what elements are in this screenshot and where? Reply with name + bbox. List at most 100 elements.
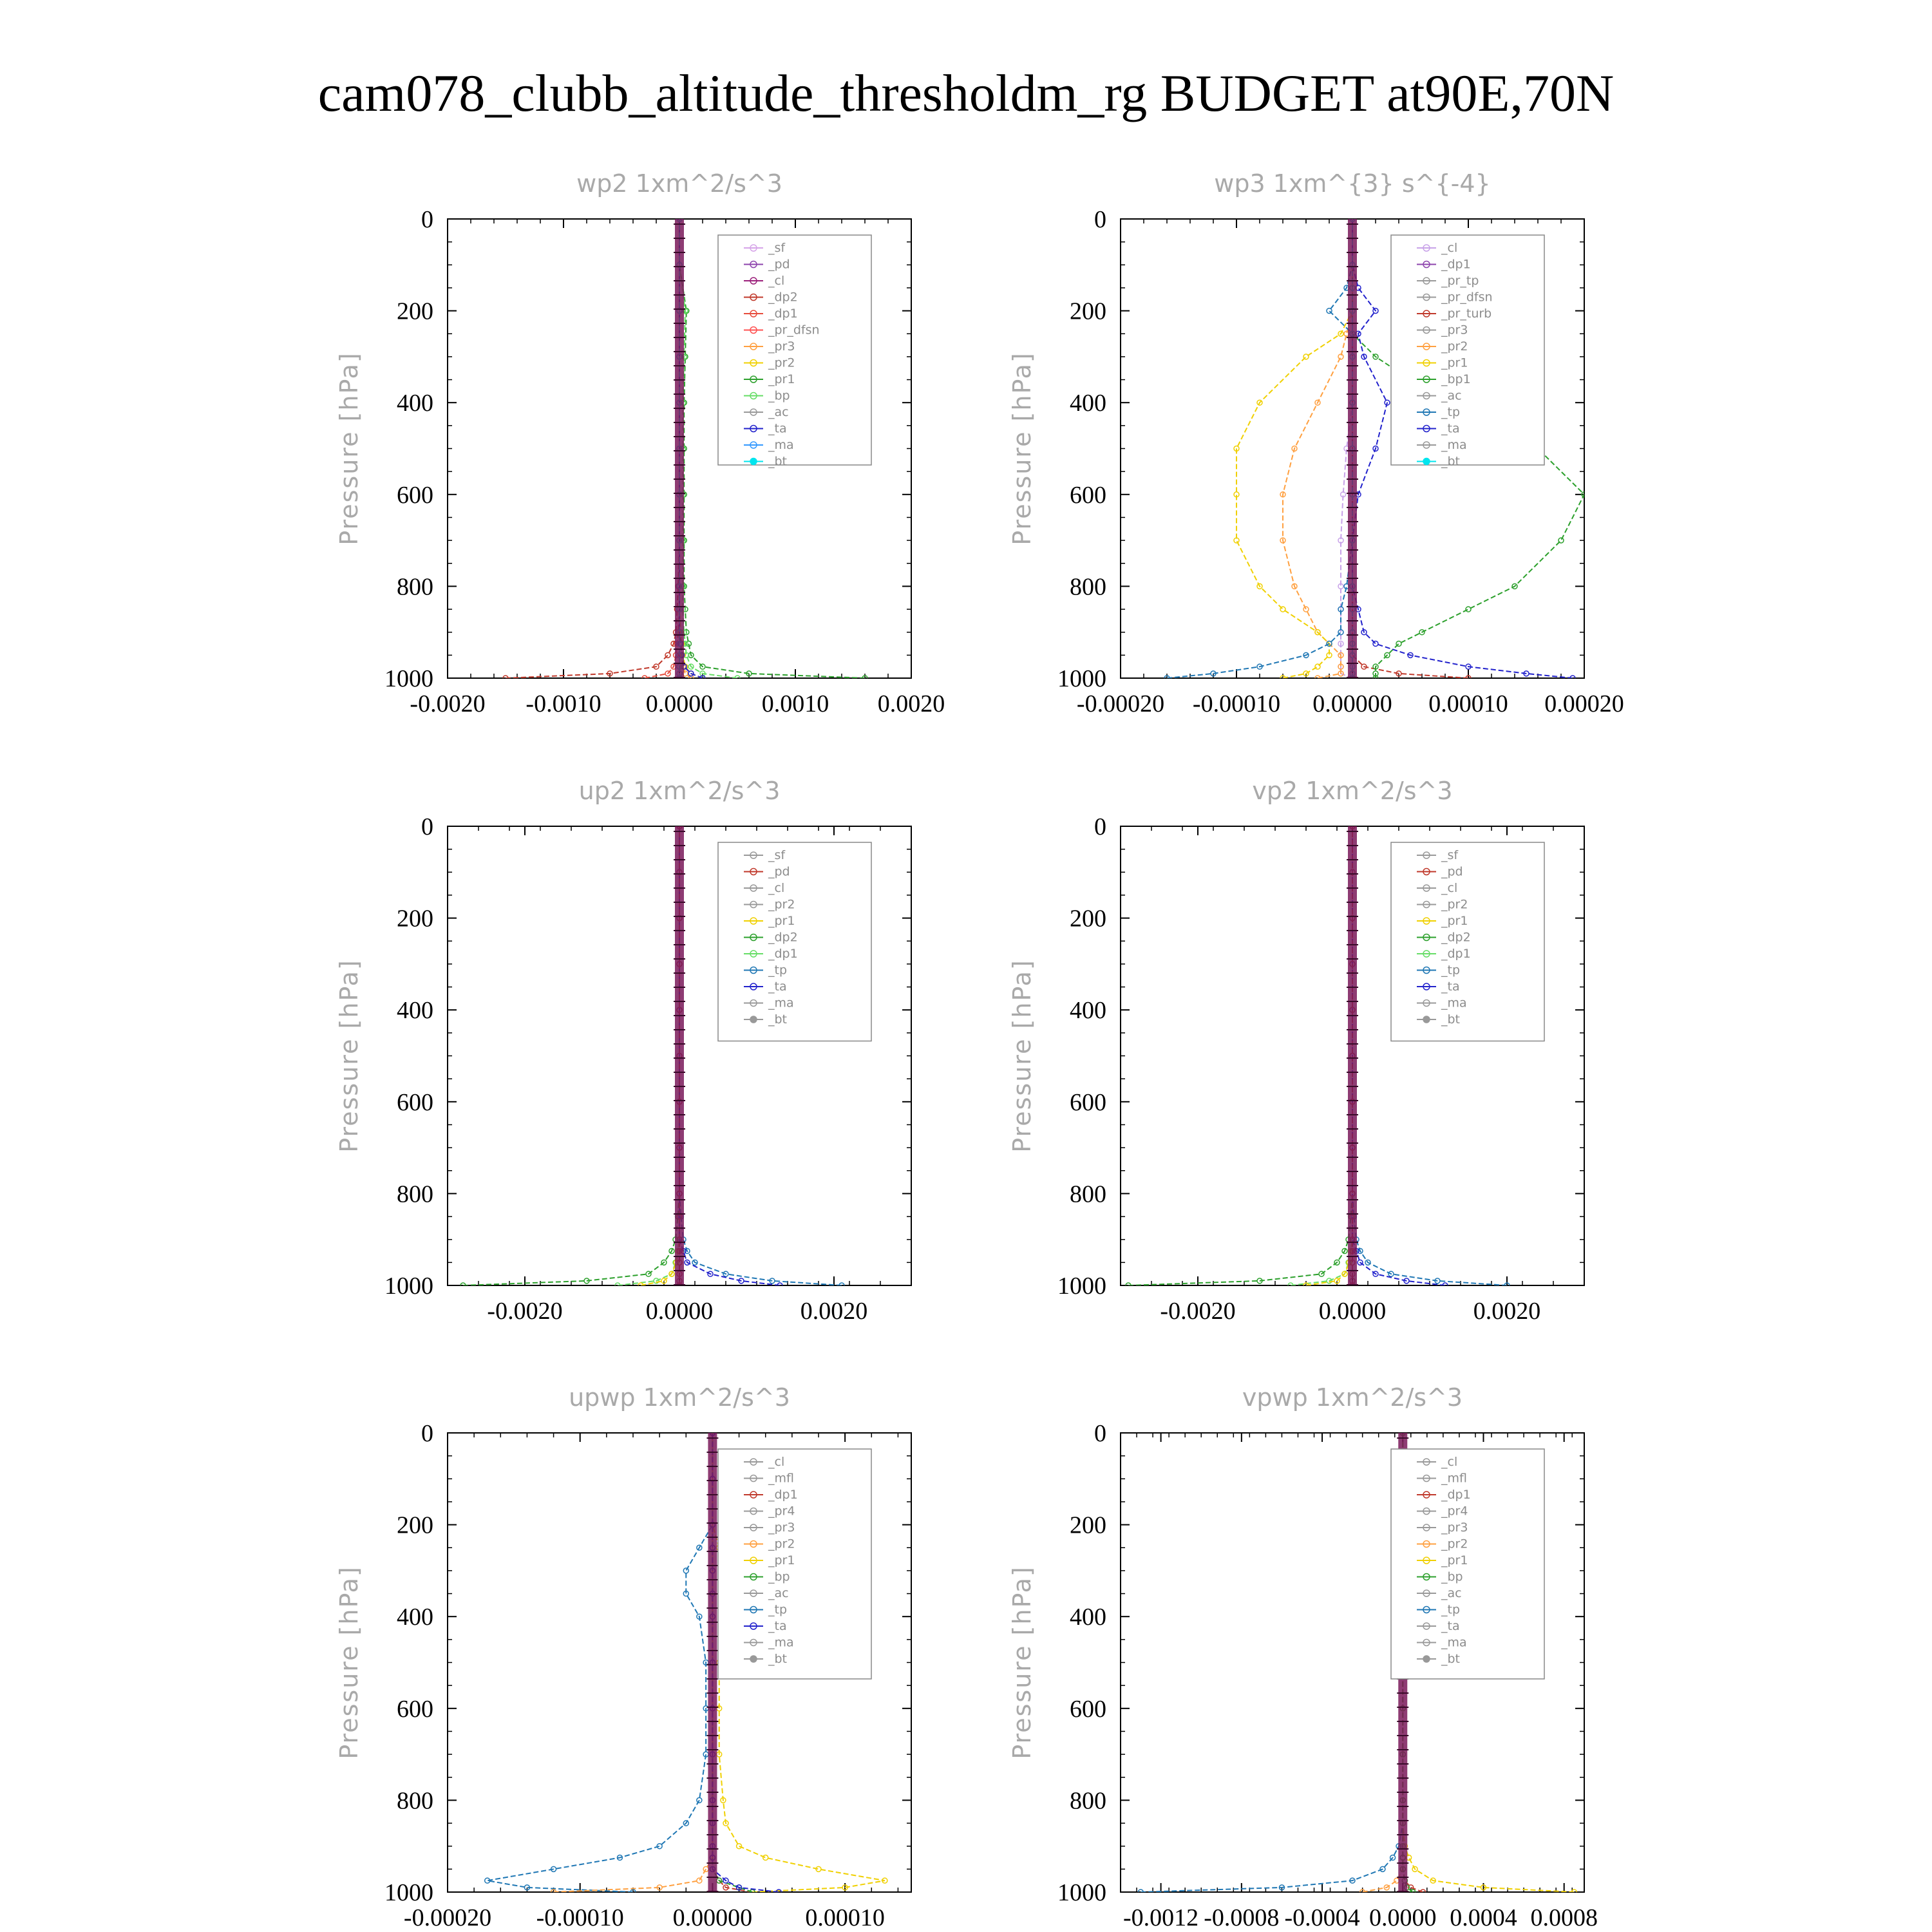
series-point — [699, 675, 706, 678]
legend-label: _pr4 — [768, 1504, 795, 1519]
legend-marker — [1423, 1016, 1430, 1023]
legend-marker — [750, 293, 757, 301]
main-title: cam078_clubb_altitude_thresholdm_rg BUDG… — [317, 64, 1615, 122]
series-point — [769, 1278, 775, 1284]
series-group — [1164, 219, 1584, 678]
y-tick-label: 0 — [1094, 1420, 1106, 1447]
y-tick-label: 800 — [1070, 573, 1106, 600]
series-point — [699, 663, 706, 670]
legend-label: _pr3 — [1441, 1520, 1468, 1535]
x-tick-label: -0.0012 — [1123, 1904, 1198, 1931]
y-tick-label: 600 — [397, 482, 433, 509]
y-tick-label: 1000 — [1057, 665, 1106, 692]
panel-4: vp2 1xm^2/s^3 Pressure [hPa] 0 200 400 600 800… — [1008, 777, 1585, 1325]
series-point — [1389, 1854, 1396, 1861]
series-point — [1287, 1282, 1294, 1285]
series-point — [1280, 491, 1286, 498]
y-tick-label: 200 — [397, 905, 433, 933]
series-point — [1480, 1884, 1487, 1891]
legend-marker — [1423, 867, 1430, 876]
series-point — [1361, 629, 1367, 636]
legend-label: _pr2 — [768, 1537, 795, 1551]
series-point — [1558, 537, 1564, 544]
series-point — [1280, 537, 1286, 544]
series-point — [862, 675, 868, 678]
legend-marker — [1423, 277, 1430, 285]
x-tick-label: -0.00010 — [1193, 690, 1280, 717]
series-point — [583, 1278, 590, 1284]
series-point — [1465, 675, 1472, 678]
legend-marker — [1423, 1557, 1430, 1564]
series-point — [1233, 491, 1240, 498]
legend-marker — [1423, 326, 1430, 334]
legend-box — [1390, 842, 1545, 1042]
legend-marker — [1423, 1605, 1430, 1614]
series-point — [641, 675, 648, 678]
series-point — [653, 1278, 659, 1284]
series-point — [1383, 1884, 1390, 1891]
series-point — [699, 670, 706, 677]
series-point — [645, 1271, 652, 1277]
legend-marker — [1423, 392, 1430, 400]
series-point — [1419, 629, 1425, 636]
x-tick-label: 0.0000 — [646, 1298, 714, 1325]
series-point — [688, 663, 694, 670]
legend-marker — [1423, 343, 1430, 350]
series-point — [777, 1282, 783, 1285]
series-point — [775, 1889, 782, 1892]
series-point — [723, 1877, 729, 1884]
legend-label: _dp1 — [768, 947, 798, 961]
series-point — [1442, 1282, 1448, 1285]
legend-label: _ma — [1441, 1636, 1467, 1650]
legend-label: _cl — [1441, 1455, 1457, 1469]
legend-label: _tp — [1441, 405, 1460, 419]
series-point — [1256, 663, 1263, 670]
series-group — [1125, 826, 1510, 1285]
legend-marker — [1423, 950, 1430, 958]
legend: _sf _pd _cl _pr2 _pr1 _dp2 _dp1 _tp _ta _ma _bt — [1390, 842, 1545, 1042]
series-point — [1430, 1877, 1436, 1884]
panel-1: wp2 1xm^2/s^3 Pressure [hPa] 0 200 400 600 800… — [335, 169, 945, 717]
y-tick-label: 200 — [1070, 1512, 1106, 1539]
series-point — [735, 1884, 743, 1891]
panel-title: wp3 1xm^{3} s^{-4} — [1214, 169, 1490, 198]
series-point — [638, 1282, 644, 1285]
legend-marker — [750, 917, 757, 925]
y-tick-label: 1000 — [384, 1273, 433, 1300]
legend-label: _cl — [768, 1455, 784, 1469]
legend-label: _pr2 — [768, 356, 795, 370]
series-point — [1326, 640, 1332, 647]
series-point — [1465, 606, 1472, 612]
series-point — [1210, 670, 1217, 677]
series-point — [688, 652, 694, 659]
legend-marker — [1423, 1458, 1430, 1466]
series-point — [1581, 491, 1584, 498]
series-point — [1340, 491, 1347, 498]
series-point — [1314, 399, 1321, 406]
panel-3: up2 1xm^2/s^3 Pressure [hPa] 0 200 400 600 800… — [335, 777, 912, 1325]
series-point — [607, 670, 613, 677]
legend-label: _dp1 — [1441, 258, 1471, 272]
legend: _cl _dp1 _pr_tp _pr_dfsn _pr_turb _pr3 _pr2 _pr… — [1390, 234, 1545, 469]
series-point — [1338, 652, 1344, 659]
series-point — [1357, 1247, 1363, 1255]
legend: _cl _mfl _dp1 _pr4_pr3 _pr2 _pr1 _bp _ac _tp _ta _… — [1390, 1448, 1545, 1680]
series-point — [550, 1889, 557, 1892]
legend-label: _dp1 — [768, 1488, 798, 1502]
series-point — [1338, 663, 1344, 670]
y-tick-label: 200 — [397, 1512, 433, 1539]
legend-label: _dp1 — [768, 307, 798, 321]
x-tick-label: -0.00020 — [1077, 690, 1164, 717]
legend-label: _pr3 — [1441, 323, 1468, 337]
legend-marker — [750, 900, 757, 909]
legend-label: _dp1 — [1441, 947, 1471, 961]
series-point — [668, 1247, 675, 1255]
legend-marker — [1423, 375, 1430, 383]
series-point — [815, 1866, 822, 1873]
series-point — [524, 1884, 531, 1891]
y-axis-label: Pressure [hPa] — [1008, 1566, 1036, 1759]
series-point — [683, 1820, 690, 1826]
series-point — [1256, 1278, 1263, 1284]
legend-marker — [1423, 441, 1430, 449]
series-point — [1403, 1278, 1410, 1284]
